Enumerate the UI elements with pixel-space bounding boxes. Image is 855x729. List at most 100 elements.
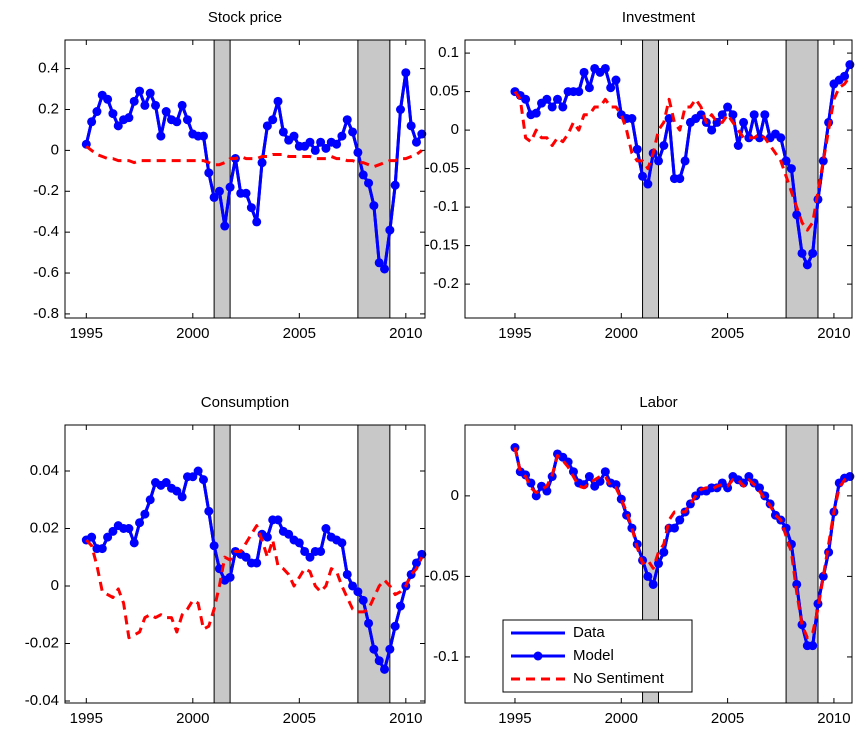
marker <box>257 158 267 168</box>
marker <box>198 475 208 485</box>
x-tick-label: 1995 <box>70 325 103 342</box>
marker <box>818 156 828 166</box>
y-tick-label: -0.1 <box>433 198 459 215</box>
marker <box>568 467 578 477</box>
marker <box>808 641 818 651</box>
marker <box>385 225 395 235</box>
marker <box>417 129 427 139</box>
marker <box>129 538 139 548</box>
x-tick-label: 1995 <box>70 710 103 727</box>
y-tick-label: 0.04 <box>30 462 59 479</box>
marker <box>845 60 855 70</box>
marker <box>342 115 352 125</box>
y-tick-label: 0.1 <box>438 44 459 61</box>
marker <box>135 86 145 96</box>
marker <box>797 620 807 630</box>
series-line <box>85 145 423 169</box>
marker <box>262 121 272 131</box>
marker <box>209 192 219 202</box>
marker <box>669 523 679 533</box>
marker <box>182 115 192 125</box>
marker <box>358 595 368 605</box>
panel: Investment 1995 2000 2005 2010 -0.2 -0.15 -0.1 -… <box>425 9 855 342</box>
x-tick-label: 2005 <box>711 325 744 342</box>
y-tick-label: -0.04 <box>25 692 59 709</box>
marker <box>332 139 342 149</box>
axes-frame <box>464 424 853 704</box>
marker <box>289 131 299 141</box>
legend: Data Model No Sentiment <box>502 619 693 693</box>
marker <box>342 569 352 579</box>
marker <box>172 117 182 127</box>
marker <box>214 186 224 196</box>
marker <box>129 96 139 106</box>
x-tick-label: 2000 <box>176 325 209 342</box>
x-tick-label: 2005 <box>283 325 316 342</box>
marker <box>406 121 416 131</box>
marker <box>87 532 97 542</box>
x-tick-label: 2010 <box>389 710 422 727</box>
marker <box>177 100 187 110</box>
marker <box>680 156 690 166</box>
y-tick-label: 0 <box>451 487 459 504</box>
marker <box>321 523 331 533</box>
marker <box>579 67 589 77</box>
marker <box>723 102 733 112</box>
y-tick-label: -0.6 <box>33 264 59 281</box>
marker <box>369 201 379 211</box>
y-tick-label: -0.1 <box>433 648 459 665</box>
marker <box>659 547 669 557</box>
marker <box>390 621 400 631</box>
marker <box>632 144 642 154</box>
marker <box>252 558 262 568</box>
marker <box>172 486 182 496</box>
marker <box>380 264 390 274</box>
marker <box>103 94 113 104</box>
panel-title: Labor <box>639 394 677 411</box>
marker <box>135 518 145 528</box>
series-line <box>513 75 852 232</box>
y-tick-label: -0.02 <box>25 634 59 651</box>
marker <box>113 121 123 131</box>
panel-title: Consumption <box>201 394 289 411</box>
marker <box>558 102 568 112</box>
marker <box>659 141 669 151</box>
marker <box>411 558 421 568</box>
marker <box>353 587 363 597</box>
marker <box>246 203 256 213</box>
marker <box>611 75 621 85</box>
x-tick-label: 1995 <box>498 325 531 342</box>
marker <box>606 83 616 93</box>
y-tick-label: 0 <box>51 577 59 594</box>
marker <box>390 180 400 190</box>
marker <box>547 102 557 112</box>
marker <box>161 107 171 117</box>
marker <box>380 664 390 674</box>
marker <box>739 117 749 127</box>
marker <box>273 96 283 106</box>
marker <box>225 572 235 582</box>
x-tick-label: 2010 <box>817 710 850 727</box>
marker <box>808 248 818 258</box>
x-tick-label: 2000 <box>176 710 209 727</box>
marker <box>337 538 347 548</box>
marker <box>664 114 674 124</box>
marker <box>220 221 230 231</box>
marker <box>744 133 754 143</box>
marker <box>584 83 594 93</box>
marker <box>627 114 637 124</box>
y-tick-label: 0 <box>51 141 59 158</box>
marker <box>840 71 850 81</box>
x-tick-label: 2000 <box>605 325 638 342</box>
marker <box>305 552 315 562</box>
marker <box>294 538 304 548</box>
marker <box>364 178 374 188</box>
x-tick-label: 2010 <box>817 325 850 342</box>
marker <box>300 546 310 556</box>
marker <box>744 472 754 482</box>
marker <box>124 523 134 533</box>
marker <box>786 164 796 174</box>
marker <box>600 467 610 477</box>
marker <box>531 108 541 118</box>
marker <box>225 182 235 192</box>
